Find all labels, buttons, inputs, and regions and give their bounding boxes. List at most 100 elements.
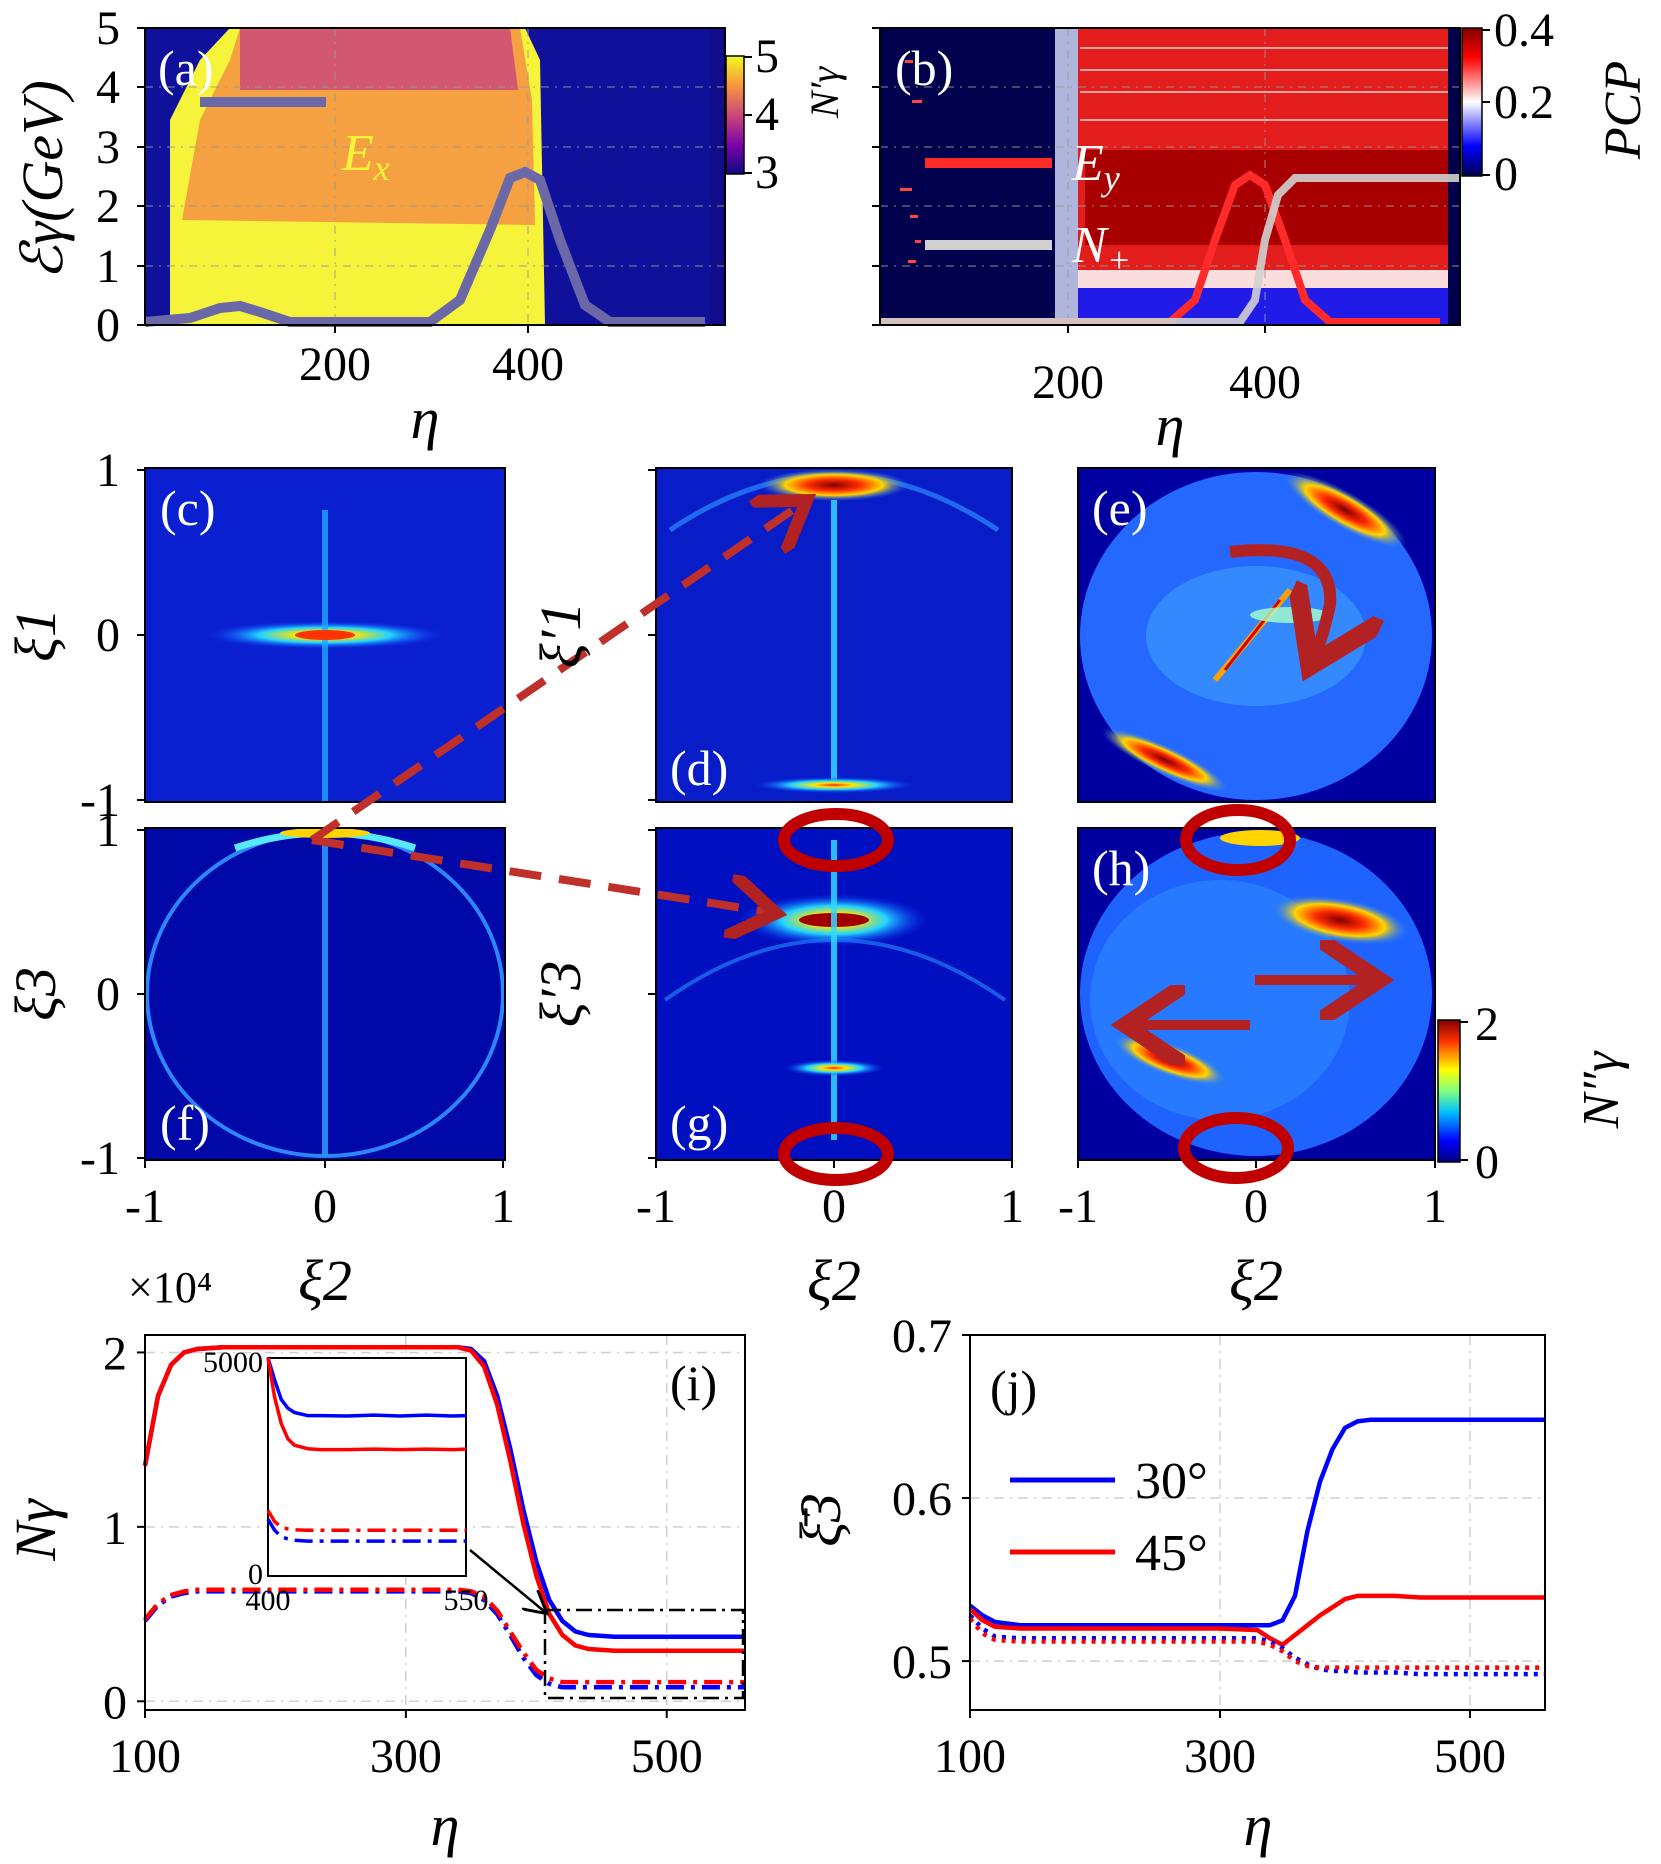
panel-g-ylabel: ξ′3 [528,961,593,1028]
panel-e: (e) [1077,467,1436,803]
panel-h: (h) 2 0 N″γ [1077,827,1630,1189]
panel-e-rotation-arrow [1229,544,1330,655]
panel-f-xtick-m1: -1 [125,1180,165,1233]
panel-i-inset-series-1 [266,1357,467,1452]
panel-c-ytick-m1: -1 [80,774,120,827]
panel-a-cbar-tick-4: 4 [755,88,779,141]
panel-d-vertical-line [831,500,837,780]
panel-j-xtick-100: 100 [934,1730,1006,1783]
panel-a-heat-dark-stripe [710,28,725,325]
panel-f-label: (f) [160,1095,210,1151]
panel-i-zoom-arrow [469,1549,545,1612]
panel-a-heat-pink [240,28,518,90]
panel-j-series-3 [968,1617,1545,1670]
panel-f-xtick-0: 0 [313,1180,337,1233]
panel-b-label: (b) [895,40,953,96]
panel-a-cbar-tick-5: 5 [755,30,779,83]
panel-j-ticks: 100 300 500 0.5 0.6 0.7 [892,1310,1506,1783]
annotation-circle-d-bottom [778,808,894,872]
panel-d: (d) [655,467,1013,803]
panel-g-xlabel: ξ2 [807,1248,861,1313]
panel-j-ylabel: ξ̄3 [788,1493,853,1547]
panel-b-heat-white-bottom [1078,270,1448,288]
panel-h-xlabel: ξ2 [1229,1248,1283,1313]
panel-i-ytick-1: 1 [103,1502,127,1555]
panel-d-bottom-spot [754,777,914,793]
panel-j-xtick-500: 500 [1434,1730,1506,1783]
panel-a-ytick-5: 5 [96,2,120,55]
panel-g-vertical-line [831,840,837,1140]
panel-a-ylabel: ℰγ(GeV) [10,80,75,280]
panel-i-inset-area [267,1357,467,1577]
panel-h-xtick-1: 1 [1423,1180,1447,1233]
panel-a-ytick-2: 2 [96,180,120,233]
panel-a-ytick-1: 1 [96,240,120,293]
panel-c-vertical-line [322,510,328,802]
panel-i-xtick-300: 300 [370,1730,442,1783]
annotation-circle-h-top [1180,804,1296,876]
panel-j-frame [969,1334,1546,1711]
panel-b: Ey N+ (b) 0.4 0.2 0 PCP 200 400 η [872,4,1652,458]
panel-b-xtick-200: 200 [1032,356,1104,409]
panel-b-xlabel: η [1156,393,1185,458]
panel-i-inset-series-2 [266,1518,466,1543]
annotation-arrow-to-g [311,836,768,912]
panel-i-xtick-100: 100 [109,1730,181,1783]
panel-a-frame [144,27,726,326]
panel-i-series-1 [142,1344,745,1653]
panel-h-label: (h) [1092,840,1150,896]
panel-j-xlabel: η [1244,1793,1273,1858]
panel-i-inset-series-3 [266,1509,466,1532]
panel-e-top-spot [1283,471,1407,549]
panel-j-ytick-0.6: 0.6 [892,1473,952,1526]
panel-b-cbar-tick-02: 0.2 [1494,76,1554,129]
panel-j: 30° 45° (j) 100 300 500 0.5 0.6 0.7 η ξ̄3 [788,1310,1546,1858]
panel-g: (g) [655,827,1013,1161]
panel-h-xtick-m1: -1 [1058,1180,1098,1233]
panel-g-xtick-1: 1 [1000,1180,1024,1233]
panel-a-ytick-0: 0 [96,299,120,352]
panel-d-label: (d) [670,740,728,796]
panel-b-cbar-label: PCP [1595,61,1652,160]
panel-i-ticks: 100 300 500 0 1 2 [103,1327,703,1783]
annotation-circle-h-bottom [1178,1112,1294,1184]
panel-g-xtick-0: 0 [822,1180,846,1233]
panel-j-lines [968,1417,1545,1677]
panel-f-vertical-line [322,835,328,1155]
panel-c-ytick-1: 1 [96,444,120,497]
panel-f-xlabel: ξ2 [298,1248,352,1313]
panel-e-bottom-spot [1101,727,1229,793]
panel-d-top-spot [759,469,909,501]
panel-a-ytick-3: 3 [96,121,120,174]
panel-i-xtick-500: 500 [631,1730,703,1783]
panel-b-legend-ey: Ey [1071,135,1120,198]
panel-i-ytick-2: 2 [103,1327,127,1380]
panel-i-inset-series-0 [266,1357,467,1418]
annotation-circle-g-bottom [778,1122,894,1186]
panel-a-colorbar [725,55,745,175]
panel-i-lines [142,1344,745,1690]
panel-i-ylabel: Nγ [3,1497,68,1562]
panel-g-xtick-m1: -1 [636,1180,676,1233]
panel-i-inset-ytick-0: 0 [248,1558,263,1591]
panel-d-ylabel: ξ′1 [528,602,593,669]
panel-j-legend-45: 45° [1135,1525,1208,1582]
panel-h-upper-spot [1270,895,1410,945]
panel-b-colorbar [1461,27,1483,177]
panel-j-ytick-0.5: 0.5 [892,1636,952,1689]
panel-b-ey-curve [880,170,1440,326]
panel-i-inset-xtick-550: 550 [444,1584,489,1617]
panel-j-series-1 [968,1593,1545,1648]
panel-i-inset-lines [266,1357,467,1543]
panel-i-frame [144,1334,746,1711]
panel-b-nplus-curve [880,174,1460,326]
panel-i-ytick-0: 0 [103,1676,127,1729]
panel-e-frame [1077,467,1436,803]
panel-c-ylabel: ξ1 [3,608,68,662]
panel-j-label: (j) [990,1360,1037,1416]
panel-a-label: (a) [158,40,214,96]
panel-h-xtick-0: 0 [1244,1180,1268,1233]
panel-c-ytick-0: 0 [96,609,120,662]
